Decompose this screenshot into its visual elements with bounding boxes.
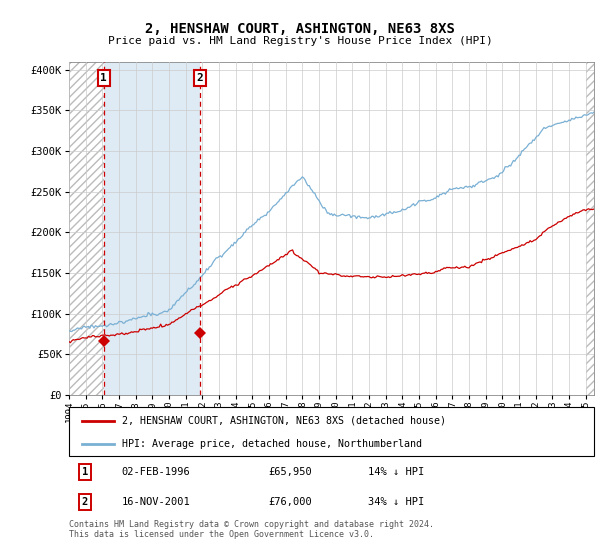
Text: 1: 1 — [100, 73, 107, 83]
Text: £65,950: £65,950 — [269, 467, 312, 477]
Text: HPI: Average price, detached house, Northumberland: HPI: Average price, detached house, Nort… — [121, 439, 421, 449]
Text: 2: 2 — [197, 73, 203, 83]
Bar — [104, 62, 200, 395]
Bar — [586, 62, 594, 395]
Text: 2, HENSHAW COURT, ASHINGTON, NE63 8XS (detached house): 2, HENSHAW COURT, ASHINGTON, NE63 8XS (d… — [121, 416, 445, 426]
FancyBboxPatch shape — [69, 407, 594, 456]
Text: 14% ↓ HPI: 14% ↓ HPI — [368, 467, 425, 477]
Text: 02-FEB-1996: 02-FEB-1996 — [121, 467, 190, 477]
Text: Price paid vs. HM Land Registry's House Price Index (HPI): Price paid vs. HM Land Registry's House … — [107, 36, 493, 46]
Text: 16-NOV-2001: 16-NOV-2001 — [121, 497, 190, 507]
Text: 1: 1 — [82, 467, 88, 477]
Text: 2, HENSHAW COURT, ASHINGTON, NE63 8XS: 2, HENSHAW COURT, ASHINGTON, NE63 8XS — [145, 22, 455, 36]
Text: 34% ↓ HPI: 34% ↓ HPI — [368, 497, 425, 507]
Bar — [69, 62, 104, 395]
Text: 2: 2 — [82, 497, 88, 507]
Text: £76,000: £76,000 — [269, 497, 312, 507]
Text: Contains HM Land Registry data © Crown copyright and database right 2024.
This d: Contains HM Land Registry data © Crown c… — [69, 520, 434, 539]
